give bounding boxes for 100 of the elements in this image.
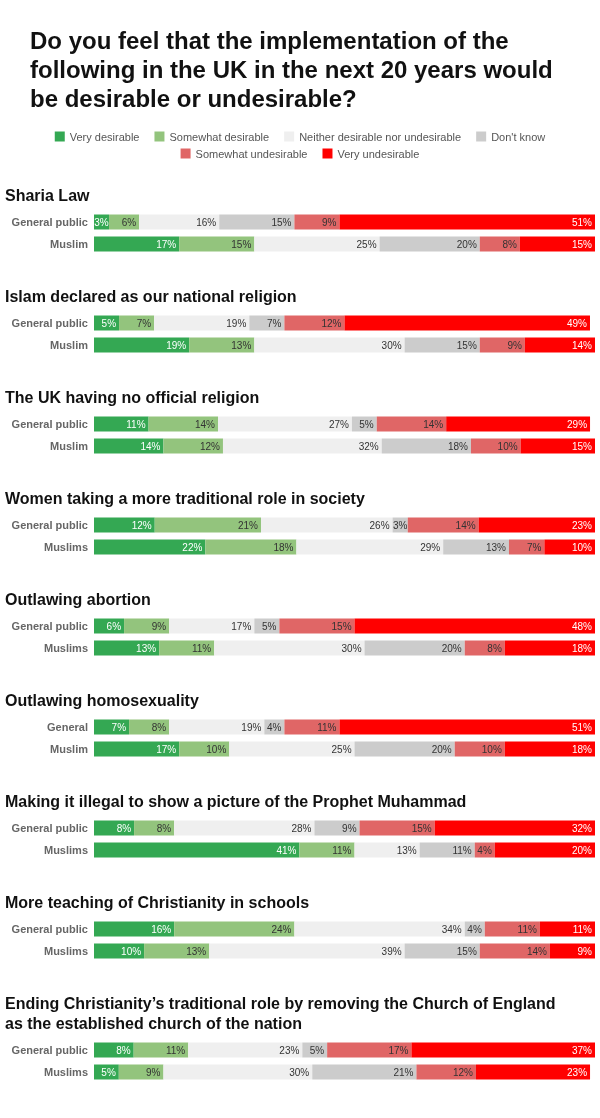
data-label: 18% xyxy=(571,743,593,755)
bar xyxy=(139,214,220,230)
bar xyxy=(494,842,595,858)
data-label: 18% xyxy=(571,642,593,654)
y-tick-label: General public xyxy=(11,923,88,935)
bar xyxy=(504,741,595,757)
data-label: 12% xyxy=(199,440,221,452)
data-label: 19% xyxy=(226,317,247,329)
data-label: 14% xyxy=(455,519,476,531)
data-label: 6% xyxy=(106,620,122,632)
bar xyxy=(519,236,595,252)
y-tick-label: Muslims xyxy=(43,642,88,654)
data-label: 51% xyxy=(571,216,593,228)
chart-subtitle: Sharia Law xyxy=(5,186,91,204)
bar xyxy=(169,719,265,735)
data-label: 15% xyxy=(456,945,477,957)
data-label: 41% xyxy=(276,844,297,856)
y-tick-label: General public xyxy=(11,216,88,228)
bar xyxy=(339,214,595,230)
bar xyxy=(254,337,405,353)
bar xyxy=(94,921,175,937)
y-tick-label: General public xyxy=(11,1044,88,1056)
data-label: 20% xyxy=(441,642,462,654)
data-label: 30% xyxy=(289,1066,310,1078)
data-label: 30% xyxy=(341,642,362,654)
data-label: 11% xyxy=(191,642,212,654)
data-label: 4% xyxy=(266,721,282,733)
bar xyxy=(504,640,595,656)
data-label: 17% xyxy=(388,1044,409,1056)
bar xyxy=(94,337,190,353)
bar xyxy=(174,921,295,937)
data-label: 34% xyxy=(441,923,462,935)
chart-title: Women taking a more traditional role in society xyxy=(5,489,365,507)
bar xyxy=(339,719,595,735)
bar xyxy=(94,236,180,252)
data-label: 23% xyxy=(279,1044,300,1056)
bar xyxy=(154,517,261,533)
data-label: 9% xyxy=(145,1066,161,1078)
bar xyxy=(327,1042,412,1058)
data-label: 19% xyxy=(241,721,262,733)
data-label: 7% xyxy=(526,541,542,553)
y-tick-label: Muslims xyxy=(43,1066,88,1078)
legend-label: Neither desirable nor undesirable xyxy=(299,130,462,143)
data-label: 24% xyxy=(271,923,292,935)
data-label: 10% xyxy=(121,945,142,957)
data-label: 7% xyxy=(266,317,282,329)
bar xyxy=(354,741,455,757)
bar xyxy=(411,1042,595,1058)
data-label: 37% xyxy=(571,1044,593,1056)
y-tick-label: Muslims xyxy=(43,844,88,856)
y-tick-label: General public xyxy=(11,822,88,834)
data-label: 25% xyxy=(356,238,377,250)
data-label: 7% xyxy=(111,721,127,733)
data-label: 15% xyxy=(571,238,593,250)
data-label: 20% xyxy=(431,743,452,755)
data-label: 15% xyxy=(231,238,252,250)
data-label: 27% xyxy=(328,418,350,430)
data-label: 5% xyxy=(261,620,277,632)
bar xyxy=(344,315,590,331)
bar xyxy=(261,517,393,533)
bar xyxy=(296,539,444,555)
chart-title: Outlawing homosexuality xyxy=(5,691,199,709)
bar xyxy=(214,640,365,656)
data-label: 9% xyxy=(342,822,357,834)
data-label: 25% xyxy=(331,743,352,755)
bar xyxy=(209,943,405,959)
bar xyxy=(379,236,480,252)
data-label: 12% xyxy=(321,317,342,329)
bar xyxy=(218,416,352,432)
data-label: 23% xyxy=(571,519,593,531)
data-label: 9% xyxy=(322,216,337,228)
bar xyxy=(404,943,480,959)
data-label: 14% xyxy=(526,945,548,957)
data-label: 9% xyxy=(151,620,167,632)
data-label: 13% xyxy=(396,844,417,856)
data-label: 23% xyxy=(567,1066,588,1078)
data-label: 11% xyxy=(126,418,146,430)
data-label: 32% xyxy=(571,822,593,834)
chart-title: Making it illegal to show a picture of the Prophet Muhammad xyxy=(5,792,467,810)
data-label: 51% xyxy=(571,721,593,733)
data-label: 17% xyxy=(156,238,177,250)
data-label: 20% xyxy=(571,844,593,856)
data-label: 12% xyxy=(131,519,152,531)
bar xyxy=(219,214,295,230)
data-label: 49% xyxy=(566,317,588,329)
bar xyxy=(154,315,250,331)
data-label: 21% xyxy=(237,519,259,531)
data-label: 11% xyxy=(317,721,337,733)
y-tick-label: Muslim xyxy=(50,743,89,755)
data-label: 12% xyxy=(452,1066,474,1078)
data-label: 18% xyxy=(273,541,294,553)
data-label: 5% xyxy=(309,1044,325,1056)
bar xyxy=(229,741,355,757)
data-label: 14% xyxy=(194,418,216,430)
y-tick-label: Muslim xyxy=(50,238,89,250)
bar xyxy=(279,618,355,634)
data-label: 8% xyxy=(487,642,502,654)
chart-title: Do you feel that the implementation of the following in the UK in the next 20 years would be desirable or undesirable? xyxy=(30,27,553,112)
bar xyxy=(312,1064,417,1080)
y-tick-label: General xyxy=(47,721,88,733)
